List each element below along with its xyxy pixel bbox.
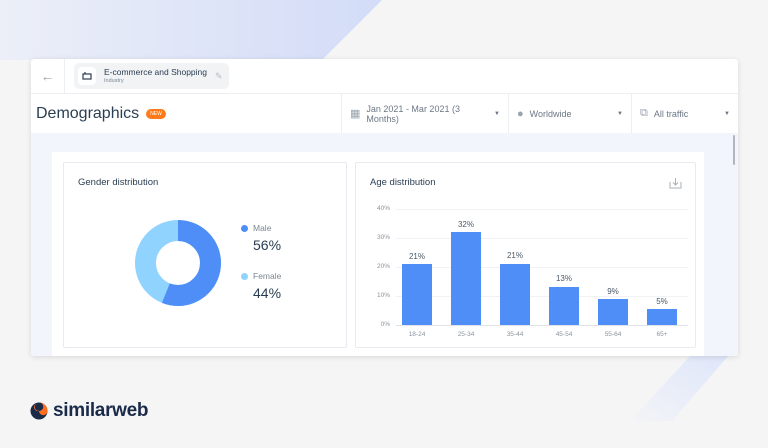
bar-value: 21% bbox=[408, 252, 425, 261]
gridline bbox=[396, 238, 688, 239]
bar-value: 5% bbox=[656, 297, 668, 306]
chevron-down-icon: ▼ bbox=[724, 110, 730, 117]
country-dropdown[interactable]: ● Worldwide ▼ bbox=[508, 94, 631, 133]
chip-subtitle: Industry bbox=[104, 77, 124, 84]
new-badge: NEW bbox=[146, 108, 166, 119]
bar-55-64[interactable] bbox=[598, 299, 628, 325]
brand-name: similarweb bbox=[53, 400, 149, 421]
content-area: Gender distribution Male 56% Female 44% … bbox=[31, 133, 738, 356]
traffic-dropdown[interactable]: ⧉ All traffic ▼ bbox=[631, 94, 738, 133]
bar-value: 9% bbox=[607, 287, 619, 296]
bar-18-24[interactable] bbox=[402, 264, 432, 325]
card-title: Age distribution bbox=[370, 177, 436, 188]
donut-chart bbox=[135, 220, 221, 306]
age-card: Age distribution 40% 30% 20% 10% 0% bbox=[355, 162, 696, 348]
arrow-left-icon: ← bbox=[40, 68, 55, 84]
app-window: ← E-commerce and Shopping Industry ✎ Dem… bbox=[31, 59, 738, 356]
bar-35-44[interactable] bbox=[500, 264, 530, 325]
gridline bbox=[396, 267, 688, 268]
brand-logo: similarweb bbox=[30, 400, 149, 422]
gender-card: Gender distribution Male 56% Female 44% bbox=[63, 162, 347, 348]
devices-icon: ⧉ bbox=[640, 107, 648, 119]
x-tick: 45-54 bbox=[555, 331, 573, 338]
back-button[interactable]: ← bbox=[31, 59, 65, 93]
chip-title: E-commerce and Shopping bbox=[104, 67, 208, 77]
male-legend-dot bbox=[241, 225, 248, 232]
bar-45-54[interactable] bbox=[549, 287, 579, 325]
x-tick: 55-64 bbox=[604, 331, 622, 338]
card-title: Gender distribution bbox=[78, 177, 159, 188]
globe-icon: ● bbox=[517, 107, 524, 120]
gridline bbox=[396, 296, 688, 297]
scrollbar-thumb[interactable] bbox=[733, 135, 735, 165]
pencil-icon[interactable]: ✎ bbox=[215, 70, 223, 81]
bar-value: 32% bbox=[457, 220, 474, 229]
female-legend-dot bbox=[241, 273, 248, 280]
gridline bbox=[396, 209, 688, 210]
page-title: Demographics bbox=[36, 104, 140, 122]
bar-25-34[interactable] bbox=[451, 232, 481, 325]
bar-value: 13% bbox=[555, 274, 572, 283]
x-tick: 35-44 bbox=[506, 331, 524, 338]
bar-value: 21% bbox=[506, 251, 523, 260]
male-label: Male bbox=[253, 223, 272, 233]
download-icon[interactable] bbox=[669, 176, 682, 189]
top-bar: ← E-commerce and Shopping Industry ✎ bbox=[31, 59, 738, 94]
industry-chip[interactable]: E-commerce and Shopping Industry ✎ bbox=[74, 63, 229, 89]
chevron-down-icon: ▼ bbox=[494, 110, 500, 117]
date-range-dropdown[interactable]: ▦ Jan 2021 - Mar 2021 (3 Months) ▼ bbox=[341, 94, 508, 133]
male-value: 56% bbox=[253, 237, 282, 253]
shopping-icon bbox=[78, 67, 96, 85]
scrollbar[interactable] bbox=[730, 133, 738, 356]
x-tick: 25-34 bbox=[457, 331, 475, 338]
x-tick: 18-24 bbox=[408, 331, 426, 338]
female-value: 44% bbox=[253, 285, 282, 301]
demographics-panel: Gender distribution Male 56% Female 44% … bbox=[52, 152, 704, 356]
chevron-down-icon: ▼ bbox=[617, 110, 623, 117]
calendar-icon: ▦ bbox=[350, 108, 361, 120]
bar-65-plus[interactable] bbox=[647, 309, 677, 325]
x-tick: 65+ bbox=[656, 331, 668, 338]
x-axis bbox=[396, 325, 688, 326]
similarweb-logo-icon bbox=[30, 402, 48, 420]
female-label: Female bbox=[253, 271, 282, 281]
page-header: Demographics NEW ▦ Jan 2021 - Mar 2021 (… bbox=[31, 94, 738, 134]
